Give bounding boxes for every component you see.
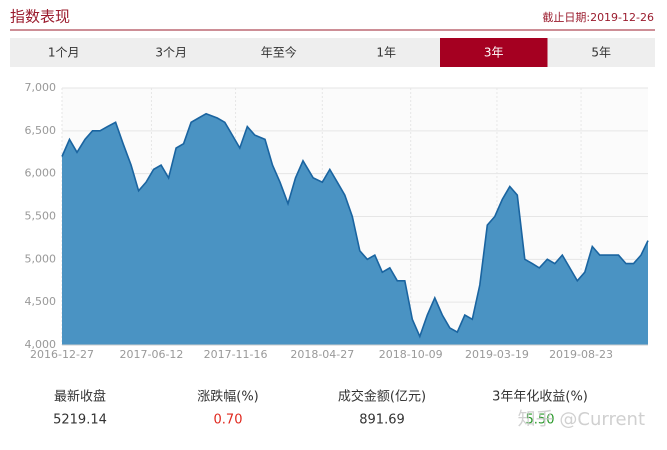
y-tick-label: 5,000 (25, 252, 57, 265)
y-tick-label: 4,000 (25, 338, 57, 351)
y-tick-label: 5,500 (25, 210, 57, 223)
tab[interactable]: 5年 (591, 46, 611, 60)
y-tick-label: 6,000 (25, 167, 57, 180)
as-of-date: 截止日期:2019-12-26 (542, 10, 654, 24)
tab[interactable]: 3年 (484, 46, 504, 60)
stat-value: 891.69 (359, 413, 405, 428)
tab[interactable]: 年至今 (261, 45, 297, 60)
y-tick-label: 7,000 (25, 81, 57, 94)
tab[interactable]: 3个月 (155, 46, 187, 60)
tab[interactable]: 1年 (376, 46, 396, 60)
watermark: 知乎 @Current (518, 409, 645, 430)
x-tick-label: 2017-11-16 (204, 348, 268, 361)
stat-value: 5.50 (526, 413, 555, 428)
tab-bar (10, 38, 655, 67)
x-tick-label: 2016-12-27 (30, 348, 94, 361)
y-tick-label: 4,500 (25, 295, 57, 308)
x-tick-label: 2017-06-12 (119, 348, 183, 361)
x-tick-label: 2019-03-19 (465, 348, 529, 361)
stat-label: 最新收盘 (54, 389, 106, 405)
stat-value: 0.70 (214, 413, 243, 428)
stat-label: 涨跌幅(%) (197, 389, 259, 405)
stat-label: 3年年化收益(%) (492, 390, 588, 405)
x-tick-label: 2018-04-27 (290, 348, 354, 361)
stat-label: 成交金额(亿元) (338, 389, 426, 405)
section-title: 指数表现 (10, 8, 70, 26)
line (61, 112, 649, 339)
stat-value: 5219.14 (53, 413, 107, 428)
y-tick-label: 6,500 (25, 124, 57, 137)
x-tick-label: 2018-10-09 (379, 348, 443, 361)
tab-active-bg (440, 38, 548, 67)
tab[interactable]: 1个月 (48, 46, 80, 60)
x-tick-label: 2019-08-23 (549, 348, 613, 361)
